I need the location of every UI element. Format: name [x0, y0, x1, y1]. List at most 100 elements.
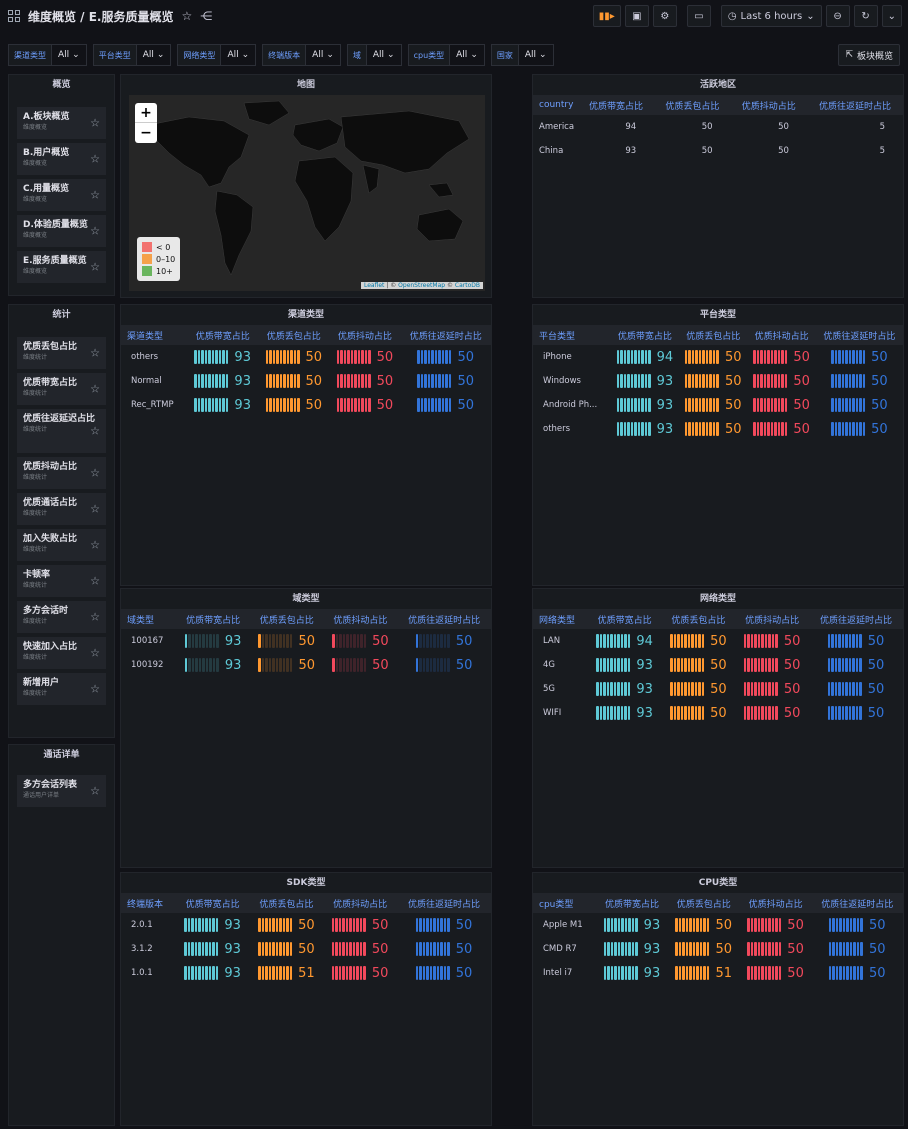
column-header[interactable]: 优质抖动占比: [323, 893, 398, 913]
star-icon[interactable]: ☆: [90, 682, 100, 696]
column-header[interactable]: 优质抖动占比: [323, 609, 398, 629]
star-icon[interactable]: ☆: [90, 224, 100, 238]
column-header[interactable]: 优质丢包占比: [249, 893, 324, 913]
add-panel-button[interactable]: ▮▮▸: [592, 5, 621, 27]
variable-select[interactable]: All ⌄: [52, 44, 87, 66]
nav-item[interactable]: E.服务质量概览 维度概览 ☆: [17, 251, 106, 283]
column-header[interactable]: 优质往返延时占比: [400, 325, 491, 345]
share-icon[interactable]: ⋲: [200, 9, 213, 23]
column-header[interactable]: 优质带宽占比: [596, 893, 668, 913]
nav-item[interactable]: C.用量概览 维度概览 ☆: [17, 179, 106, 211]
nav-item[interactable]: 优质丢包占比 维度统计 ☆: [17, 337, 106, 369]
column-header[interactable]: 优质带宽占比: [610, 325, 680, 345]
nav-item[interactable]: A.板块概览 维度概览 ☆: [17, 107, 106, 139]
zoom-in-button[interactable]: +: [135, 103, 157, 123]
star-icon[interactable]: ☆: [90, 152, 100, 166]
view-mode-button[interactable]: ▭: [686, 5, 711, 27]
nav-item[interactable]: 多方会话列表 通话用户详单 ☆: [17, 775, 106, 807]
star-icon[interactable]: ☆: [90, 646, 100, 660]
column-header[interactable]: 优质丢包占比: [654, 95, 731, 115]
column-header[interactable]: 平台类型: [533, 325, 611, 345]
column-header[interactable]: 域类型: [121, 609, 177, 629]
carto-link[interactable]: CartoDB: [454, 282, 480, 289]
column-header[interactable]: 优质往返延时占比: [397, 609, 491, 629]
column-header[interactable]: 优质往返延时占比: [809, 609, 903, 629]
variable-select[interactable]: All ⌄: [450, 44, 485, 66]
nav-item[interactable]: 优质带宽占比 维度统计 ☆: [17, 373, 106, 405]
column-header[interactable]: cpu类型: [533, 893, 597, 913]
variable-select[interactable]: All ⌄: [306, 44, 341, 66]
star-icon[interactable]: ☆: [90, 502, 100, 516]
column-header[interactable]: 优质丢包占比: [258, 325, 330, 345]
column-header[interactable]: 优质丢包占比: [661, 609, 736, 629]
nav-item[interactable]: 优质通话占比 维度统计 ☆: [17, 493, 106, 525]
star-icon[interactable]: ☆: [90, 784, 100, 798]
variable-select[interactable]: All ⌄: [221, 44, 257, 66]
star-icon[interactable]: ☆: [90, 424, 100, 438]
nav-item[interactable]: 新增用户 维度统计 ☆: [17, 673, 106, 705]
column-header[interactable]: 优质带宽占比: [176, 609, 250, 629]
column-header[interactable]: 优质抖动占比: [747, 325, 816, 345]
variable-select[interactable]: All ⌄: [136, 44, 172, 66]
refresh-button[interactable]: ↻: [853, 5, 878, 27]
column-header[interactable]: 终端版本: [121, 893, 176, 913]
nav-item[interactable]: D.体验质量概览 维度概览 ☆: [17, 215, 106, 247]
column-header[interactable]: 优质往返延时占比: [806, 95, 903, 115]
osm-link[interactable]: OpenStreetMap: [398, 282, 446, 289]
world-map[interactable]: + − < 0 0–10 10+ Leaflet | © OpenStreetMap…: [129, 95, 485, 291]
column-header[interactable]: country: [533, 95, 578, 115]
save-button[interactable]: ▣: [624, 5, 649, 27]
variable-select[interactable]: All ⌄: [366, 44, 402, 66]
nav-item[interactable]: 快速加入占比 维度统计 ☆: [17, 637, 106, 669]
nav-item[interactable]: 优质抖动占比 维度统计 ☆: [17, 457, 106, 489]
star-icon[interactable]: ☆: [90, 382, 100, 396]
breadcrumb[interactable]: 维度概览 / E.服务质量概览: [28, 9, 174, 24]
nav-item[interactable]: 优质往返延迟占比 维度统计 ☆: [17, 409, 106, 453]
column-header[interactable]: 优质丢包占比: [667, 893, 740, 913]
column-header[interactable]: 优质带宽占比: [187, 325, 259, 345]
column-header[interactable]: 优质抖动占比: [329, 325, 401, 345]
column-header[interactable]: 优质丢包占比: [249, 609, 324, 629]
lcd-segment: [687, 706, 691, 720]
lcd-segment: [198, 634, 202, 648]
column-header[interactable]: 优质抖动占比: [735, 609, 810, 629]
zoom-out-button[interactable]: −: [140, 125, 152, 141]
refresh-interval-button[interactable]: ⌄: [881, 5, 902, 27]
lcd-segment: [208, 918, 212, 932]
nav-item-subtitle: 通话用户详单: [23, 792, 60, 799]
column-header[interactable]: 优质带宽占比: [587, 609, 662, 629]
column-header[interactable]: 优质带宽占比: [577, 95, 655, 115]
zoom-out-time-button[interactable]: ⊖: [825, 5, 850, 27]
column-header[interactable]: 优质往返延时占比: [397, 893, 491, 913]
nav-item[interactable]: 卡顿率 维度统计 ☆: [17, 565, 106, 597]
star-icon[interactable]: ☆: [90, 610, 100, 624]
leaflet-link[interactable]: Leaflet: [363, 282, 385, 289]
star-icon[interactable]: ☆: [90, 466, 100, 480]
settings-button[interactable]: ⚙: [652, 5, 677, 27]
nav-item[interactable]: B.用户概览 维度概览 ☆: [17, 143, 106, 175]
column-header[interactable]: 优质丢包占比: [679, 325, 748, 345]
nav-item[interactable]: 多方会话时 维度统计 ☆: [17, 601, 106, 633]
variable-select[interactable]: All ⌄: [518, 44, 554, 66]
star-icon[interactable]: ☆: [90, 574, 100, 588]
star-icon[interactable]: ☆: [90, 346, 100, 360]
lcd-segment: [860, 942, 863, 956]
column-header[interactable]: 优质抖动占比: [730, 95, 807, 115]
star-icon[interactable]: ☆: [181, 9, 193, 23]
column-header[interactable]: 优质带宽占比: [175, 893, 250, 913]
star-icon[interactable]: ☆: [90, 538, 100, 552]
legend-entry: 0–10: [142, 253, 175, 265]
column-header[interactable]: 优质往返延时占比: [811, 893, 903, 913]
nav-item[interactable]: 加入失败占比 维度统计 ☆: [17, 529, 106, 561]
time-picker[interactable]: ◷ Last 6 hours ⌄: [720, 5, 822, 27]
column-header[interactable]: 优质往返延时占比: [815, 325, 903, 345]
column-header[interactable]: 渠道类型: [121, 325, 188, 345]
panel-overview-button[interactable]: ⇱ 板块概览: [838, 44, 900, 66]
star-icon[interactable]: ☆: [90, 116, 100, 130]
dashboard-grid-icon[interactable]: [8, 10, 20, 22]
column-header[interactable]: 优质抖动占比: [739, 893, 812, 913]
chevron-down-icon: ⌄: [156, 50, 165, 60]
star-icon[interactable]: ☆: [90, 260, 100, 274]
star-icon[interactable]: ☆: [90, 188, 100, 202]
column-header[interactable]: 网络类型: [533, 609, 588, 629]
